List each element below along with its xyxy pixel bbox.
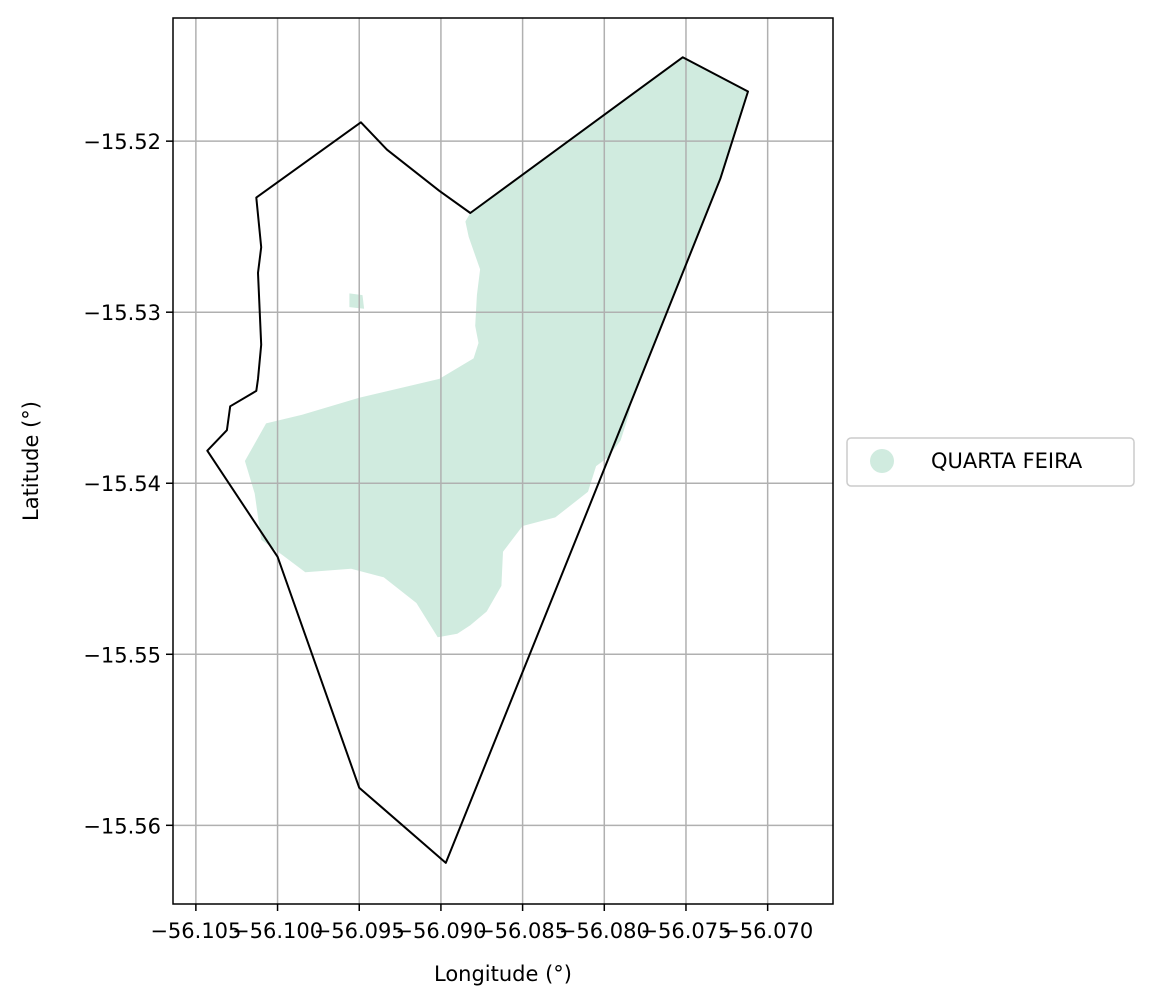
x-tick-label: −56.080	[559, 919, 650, 943]
region-boundary	[206, 56, 749, 864]
boundary-layer	[206, 56, 749, 864]
legend-label-quarta-feira: QUARTA FEIRA	[931, 449, 1083, 473]
x-tick-label: −56.105	[150, 919, 241, 943]
x-axis-ticks: −56.105−56.100−56.095−56.090−56.085−56.0…	[150, 904, 813, 943]
x-tick-label: −56.090	[395, 919, 486, 943]
zone-quarta-feira-part-1	[244, 57, 748, 638]
y-tick-label: −15.55	[83, 643, 161, 667]
legend-marker-quarta-feira	[870, 449, 894, 473]
x-tick-label: −56.075	[640, 919, 731, 943]
zones-layer	[244, 57, 748, 638]
zone-quarta-feira-part-2	[349, 293, 365, 309]
y-tick-label: −15.54	[83, 472, 161, 496]
grid-layer	[173, 18, 833, 904]
legend-frame	[846, 437, 1135, 487]
plot-frame	[172, 17, 834, 905]
x-tick-label: −56.085	[477, 919, 568, 943]
x-tick-label: −56.070	[722, 919, 813, 943]
x-tick-label: −56.100	[232, 919, 323, 943]
legend: QUARTA FEIRA	[846, 437, 1135, 487]
x-axis-label: Longitude (°)	[434, 962, 572, 986]
y-axis-label: Latitude (°)	[19, 401, 43, 521]
x-tick-label: −56.095	[314, 919, 405, 943]
y-tick-label: −15.52	[83, 130, 161, 154]
y-tick-label: −15.53	[83, 301, 161, 325]
y-tick-label: −15.56	[83, 814, 161, 838]
y-axis-ticks: −15.52 −15.53 −15.54 −15.55 −15.56	[83, 130, 173, 838]
